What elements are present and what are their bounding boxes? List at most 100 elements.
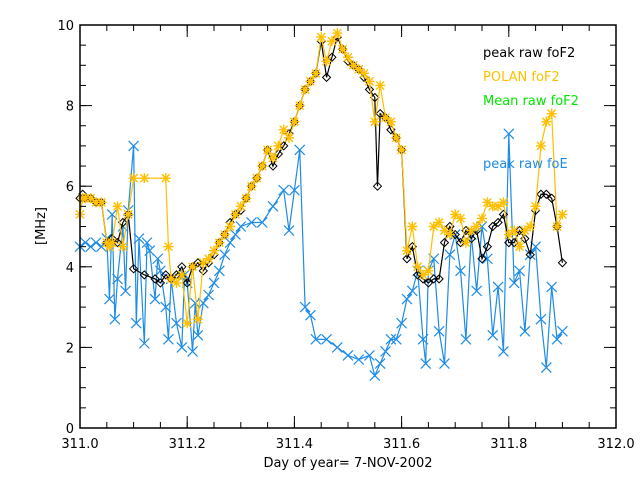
data-point-peak-raw-fof2 [482,241,493,252]
data-point-polan-fof2 [225,221,236,232]
data-point-peak-raw-fof2 [198,266,208,276]
data-point-peak-raw-foe [213,265,225,277]
data-point-peak-raw-fof2 [268,161,278,171]
data-point-peak-raw-foe [546,281,558,293]
data-point-peak-raw-foe [152,253,164,265]
legend-item-peak-raw-foe: peak raw foE [483,157,568,172]
data-point-polan-fof2 [251,173,262,184]
data-point-polan-fof2 [391,132,402,143]
data-point-polan-fof2 [80,193,91,204]
data-point-peak-raw-foe [192,329,204,341]
data-point-polan-fof2 [262,144,273,155]
data-point-peak-raw-foe [369,370,381,382]
data-point-peak-raw-foe [85,241,97,253]
legend-item-peak-raw-fof2: peak raw foF2 [483,46,575,61]
data-point-polan-fof2 [219,229,230,240]
data-point-polan-fof2 [192,314,203,325]
data-point-polan-fof2 [525,221,536,232]
data-point-peak-raw-foe [353,354,365,365]
data-point-polan-fof2 [396,144,407,155]
data-point-polan-fof2 [310,68,321,79]
data-point-polan-fof2 [332,28,343,39]
data-point-peak-raw-fof2 [182,278,192,288]
data-point-polan-fof2 [348,60,359,71]
data-point-peak-raw-foe [460,333,472,345]
data-point-peak-raw-foe [551,333,563,345]
data-point-polan-fof2 [305,76,316,87]
data-point-polan-fof2 [343,52,353,63]
data-point-polan-fof2 [117,241,128,252]
data-point-peak-raw-fof2 [155,278,166,288]
data-point-peak-raw-foe [401,293,413,305]
data-point-peak-raw-foe [256,217,268,228]
data-point-polan-fof2 [385,116,396,127]
data-point-peak-raw-fof2 [546,193,557,203]
data-point-peak-raw-foe [283,225,295,236]
data-point-peak-raw-fof2 [375,108,385,119]
data-point-peak-raw-foe [154,265,166,277]
data-point-polan-fof2 [214,237,225,248]
x-tick-label: 311.8 [490,437,527,452]
data-point-peak-raw-foe [420,358,432,369]
data-point-peak-raw-foe [396,317,408,329]
data-point-peak-raw-foe [492,281,504,293]
data-point-peak-raw-foe [433,325,445,337]
data-point-peak-raw-fof2 [412,270,423,280]
data-point-peak-raw-foe [230,229,241,240]
data-point-polan-fof2 [401,245,412,256]
data-point-polan-fof2 [418,269,429,280]
data-point-polan-fof2 [546,108,557,119]
data-point-polan-fof2 [112,201,123,212]
data-point-peak-raw-foe [385,333,397,345]
data-point-polan-fof2 [187,261,198,272]
data-point-peak-raw-fof2 [509,237,519,248]
data-point-polan-fof2 [326,36,337,47]
data-point-peak-raw-foe [342,350,354,361]
y-axis-label: [MHz] [34,207,49,245]
series-line-polan-fof2 [79,31,563,324]
data-point-polan-fof2 [503,229,514,240]
data-point-polan-fof2 [450,209,461,220]
data-point-peak-raw-foe [203,289,215,301]
data-point-polan-fof2 [423,265,434,276]
data-point-polan-fof2 [375,80,386,91]
data-point-peak-raw-fof2 [541,189,552,199]
data-point-polan-fof2 [209,245,219,256]
data-point-peak-raw-foe [530,241,542,253]
legend-item-mean-raw-fof2: Mean raw foF2 [483,94,579,109]
data-point-peak-raw-fof2 [327,52,337,62]
data-point-peak-raw-fof2 [477,254,487,264]
data-point-polan-fof2 [337,44,348,55]
data-point-peak-raw-foe [208,277,220,289]
data-point-polan-fof2 [230,209,241,220]
data-point-peak-raw-foe [278,184,290,196]
data-point-peak-raw-foe [79,237,91,249]
data-point-peak-raw-foe [299,301,311,313]
data-point-peak-raw-fof2 [278,141,289,151]
data-point-peak-raw-fof2 [193,258,203,268]
legend-item-polan-fof2: POLAN foF2 [483,70,560,85]
data-point-polan-fof2 [128,173,139,184]
data-point-polan-fof2 [171,277,182,288]
data-point-polan-fof2 [321,56,332,67]
data-point-polan-fof2 [557,209,568,220]
data-point-peak-raw-foe [390,333,402,345]
data-point-peak-raw-foe [133,233,145,245]
data-point-peak-raw-fof2 [488,221,498,232]
data-point-peak-raw-fof2 [525,250,535,260]
data-point-polan-fof2 [160,173,171,184]
data-point-polan-fof2 [552,221,563,232]
y-tick-label: 6 [66,180,74,195]
data-point-peak-raw-fof2 [423,278,434,288]
data-point-peak-raw-foe [171,317,182,329]
data-point-peak-raw-foe [514,265,525,277]
data-point-peak-raw-fof2 [139,270,150,280]
data-point-peak-raw-foe [163,333,174,345]
data-point-peak-raw-foe [130,317,142,329]
x-tick-label: 311.2 [169,437,206,452]
data-point-polan-fof2 [198,257,209,268]
data-point-polan-fof2 [455,213,466,224]
data-point-peak-raw-fof2 [439,237,450,248]
data-point-polan-fof2 [123,209,134,220]
